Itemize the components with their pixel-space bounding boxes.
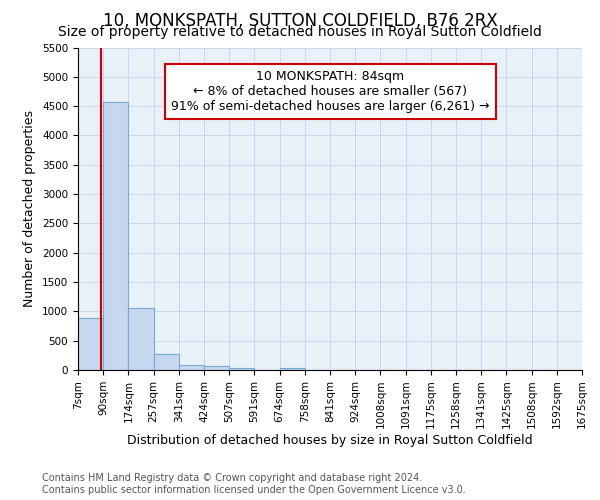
Bar bbox=[78, 318, 103, 370]
Text: Size of property relative to detached houses in Royal Sutton Coldfield: Size of property relative to detached ho… bbox=[58, 25, 542, 39]
Text: Contains HM Land Registry data © Crown copyright and database right 2024.
Contai: Contains HM Land Registry data © Crown c… bbox=[42, 474, 466, 495]
Bar bbox=[128, 308, 154, 370]
Bar bbox=[179, 366, 204, 370]
Bar bbox=[204, 366, 229, 370]
X-axis label: Distribution of detached houses by size in Royal Sutton Coldfield: Distribution of detached houses by size … bbox=[127, 434, 533, 447]
Y-axis label: Number of detached properties: Number of detached properties bbox=[23, 110, 37, 307]
Bar bbox=[103, 102, 128, 370]
Text: 10 MONKSPATH: 84sqm
← 8% of detached houses are smaller (567)
91% of semi-detach: 10 MONKSPATH: 84sqm ← 8% of detached hou… bbox=[171, 70, 489, 113]
Text: 10, MONKSPATH, SUTTON COLDFIELD, B76 2RX: 10, MONKSPATH, SUTTON COLDFIELD, B76 2RX bbox=[103, 12, 497, 30]
Bar bbox=[280, 368, 305, 370]
Bar bbox=[229, 368, 254, 370]
Bar bbox=[154, 354, 179, 370]
